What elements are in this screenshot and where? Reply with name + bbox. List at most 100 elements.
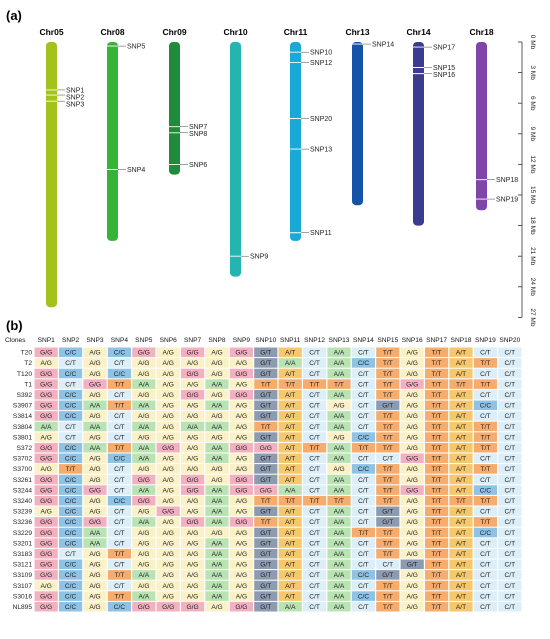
- genotype-cell: [425, 421, 449, 432]
- genotype-value: T/T: [432, 371, 442, 378]
- genotype-cell: [107, 580, 131, 591]
- genotype-value: T/T: [334, 498, 344, 505]
- genotype-value: A/G: [89, 551, 100, 558]
- genotype-cell: [205, 347, 229, 358]
- genotype-value: A/G: [163, 530, 174, 537]
- genotype-value: A/G: [407, 466, 418, 473]
- genotype-cell: [376, 421, 400, 432]
- genotype-value: A/A: [138, 403, 149, 410]
- genotype-value: A/G: [236, 572, 247, 579]
- genotype-cell: [351, 570, 375, 580]
- genotype-cell: [156, 570, 180, 580]
- genotype-cell: [156, 495, 180, 506]
- clone-label: S392: [17, 392, 33, 399]
- genotype-cell: [229, 548, 253, 559]
- genotype-cell: [376, 358, 400, 368]
- genotype-cell: [400, 347, 424, 358]
- genotype-value: A/T: [456, 562, 466, 569]
- genotype-value: C/T: [358, 371, 369, 378]
- table-row: S3907 G/G C/C A/A T/T A/A A/G A/G A/A A/G G/T A/T C/…: [13, 400, 522, 411]
- genotype-cell: [181, 559, 205, 570]
- genotype-cell: [132, 601, 156, 612]
- genotype-cell: [376, 453, 400, 464]
- genotype-value: A/G: [163, 456, 174, 463]
- genotype-cell: [498, 474, 522, 485]
- genotype-cell: [351, 506, 375, 517]
- clone-label: T1: [24, 381, 32, 388]
- genotype-value: A/G: [89, 562, 100, 569]
- genotype-cell: [376, 389, 400, 400]
- genotype-value: C/T: [504, 509, 515, 516]
- genotype-value: C/C: [65, 562, 77, 569]
- genotype-value: A/G: [236, 540, 247, 547]
- genotype-value: A/A: [212, 445, 223, 452]
- genotype-value: A/G: [187, 562, 198, 569]
- chromosome-chr18: Chr18 SNP18 SNP19: [469, 27, 518, 211]
- genotype-value: T/T: [480, 434, 490, 441]
- genotype-cell: [205, 559, 229, 570]
- genotype-value: A/T: [456, 392, 466, 399]
- genotype-value: G/T: [260, 434, 271, 441]
- genotype-cell: [327, 548, 351, 559]
- genotype-cell: [400, 368, 424, 379]
- chromosome-bar: [290, 42, 301, 241]
- genotype-cell: [376, 347, 400, 358]
- genotype-cell: [59, 485, 83, 495]
- genotype-value: C/T: [504, 424, 515, 431]
- panel-a-label: (a): [6, 8, 22, 23]
- genotype-value: A/G: [163, 360, 174, 367]
- genotype-value: A/G: [236, 562, 247, 569]
- genotype-cell: [254, 538, 278, 548]
- genotype-cell: [59, 474, 83, 485]
- table-row: S3804 A/A C/T A/A C/T A/A A/G A/A A/A A/G T/T A/T C/…: [13, 421, 522, 432]
- genotype-value: C/T: [504, 360, 515, 367]
- snp-label: SNP16: [433, 72, 455, 79]
- genotype-value: G/T: [260, 477, 271, 484]
- genotype-value: T/T: [383, 487, 393, 494]
- genotype-value: T/T: [383, 371, 393, 378]
- table-column-header: SNP2: [62, 337, 80, 344]
- genotype-value: A/G: [163, 519, 174, 526]
- genotype-value: T/T: [383, 604, 393, 611]
- genotype-cell: [83, 591, 107, 601]
- genotype-value: G/G: [138, 477, 150, 484]
- table-row: S3261 G/G C/C A/G C/T G/G A/G G/G A/G G/G G/T A/T C/…: [13, 474, 522, 485]
- genotype-value: C/T: [358, 403, 369, 410]
- genotype-value: G/G: [40, 540, 52, 547]
- genotype-cell: [83, 474, 107, 485]
- snp-label: SNP11: [310, 230, 332, 237]
- genotype-cell: [351, 442, 375, 453]
- genotype-cell: [156, 368, 180, 379]
- genotype-cell: [83, 453, 107, 464]
- genotype-value: A/A: [285, 487, 296, 494]
- genotype-cell: [83, 368, 107, 379]
- genotype-cell: [376, 580, 400, 591]
- genotype-cell: [59, 389, 83, 400]
- genotype-value: T/T: [480, 466, 490, 473]
- genotype-cell: [34, 347, 58, 358]
- genotype-cell: [181, 389, 205, 400]
- genotype-cell: [376, 506, 400, 517]
- genotype-value: G/T: [260, 540, 271, 547]
- genotype-cell: [34, 474, 58, 485]
- genotype-cell: [34, 358, 58, 368]
- genotype-cell: [156, 347, 180, 358]
- genotype-value: A/G: [138, 434, 149, 441]
- genotype-cell: [278, 591, 302, 601]
- genotype-cell: [303, 591, 327, 601]
- genotype-cell: [327, 538, 351, 548]
- scale-tick-label: 24 Mb: [529, 278, 536, 296]
- genotype-value: A/G: [89, 466, 100, 473]
- genotype-value: G/G: [260, 445, 272, 452]
- genotype-cell: [205, 538, 229, 548]
- genotype-value: C/C: [65, 498, 77, 505]
- genotype-value: C/T: [504, 551, 515, 558]
- genotype-value: T/T: [432, 403, 442, 410]
- genotype-cell: [327, 453, 351, 464]
- genotype-cell: [34, 411, 58, 421]
- genotype-value: A/A: [212, 456, 223, 463]
- table-row: S3201 G/G C/C A/A C/T A/G A/G A/G A/A A/G G/T A/T C/…: [13, 538, 522, 548]
- genotype-value: A/A: [334, 392, 345, 399]
- genotype-cell: [181, 411, 205, 421]
- genotype-value: A/G: [163, 498, 174, 505]
